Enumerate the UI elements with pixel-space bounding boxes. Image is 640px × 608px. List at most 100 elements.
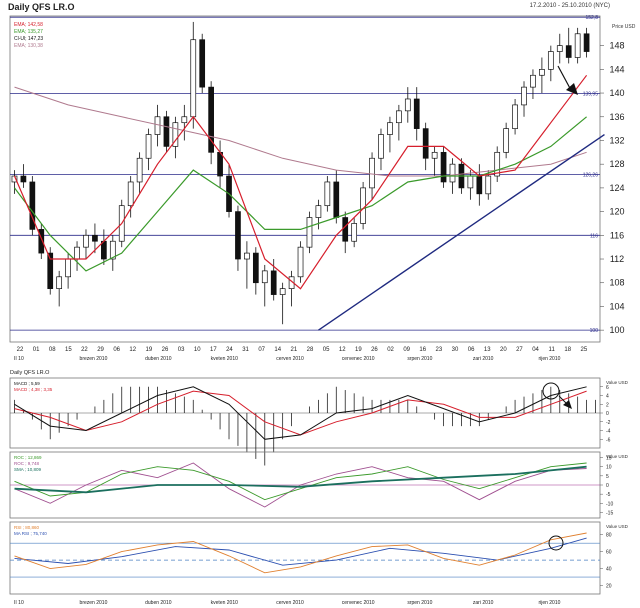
roc-ytick-label: -5 <box>606 492 611 498</box>
price-xtick-label: 14 <box>274 347 281 353</box>
candle-body <box>261 270 268 284</box>
price-xtick-label: 20 <box>500 347 507 353</box>
price-legend-entry: EMA; 142,58 <box>14 22 43 28</box>
price-xtick-label: 26 <box>162 347 169 353</box>
candle-body <box>485 175 492 195</box>
candle-body <box>190 39 197 118</box>
price-xtick-label: 26 <box>371 347 378 353</box>
rsi-line <box>14 532 587 574</box>
price-xtick-label: 04 <box>532 347 539 353</box>
rsi-ma-line <box>14 537 587 566</box>
candle-body <box>583 33 590 52</box>
price-xtick-label: 25 <box>581 347 588 353</box>
candle-body <box>404 98 411 112</box>
price-xtick-label: 06 <box>468 347 475 353</box>
macd-panel-title: Daily QFS LR.O <box>10 370 50 376</box>
price-xtick-label: 17 <box>210 347 217 353</box>
price-xtick-label: 10 <box>194 347 201 353</box>
price-xtick-label: 02 <box>387 347 394 353</box>
candle-body <box>512 104 518 129</box>
rsi-month-label: brezen 2010 <box>80 600 108 606</box>
candle-body <box>65 258 71 278</box>
candle-body <box>279 288 286 295</box>
price-xtick-label: 08 <box>49 347 56 353</box>
rsi-ytick-label: 20 <box>606 584 612 590</box>
macd-ytick-label: -6 <box>606 437 611 443</box>
roc-sma-line <box>14 465 587 494</box>
macd-ytick-label: 4 <box>606 394 609 400</box>
candle-body <box>127 181 134 207</box>
ema-green-line <box>14 116 587 272</box>
price-xtick-label: 29 <box>97 347 104 353</box>
candle-body <box>565 45 572 58</box>
ema-red-line <box>13 74 588 290</box>
candle-body <box>387 122 393 135</box>
candle-body <box>476 175 483 195</box>
price-ytick-label: 104 <box>609 301 624 311</box>
candle-body <box>20 175 27 183</box>
rsi-month-label: duben 2010 <box>145 600 172 606</box>
level-label: 126,26 <box>583 172 599 178</box>
candle-body <box>547 51 554 70</box>
macd-ytick-label: 0 <box>606 411 609 417</box>
price-xtick-label: 12 <box>129 347 136 353</box>
price-ytick-label: 136 <box>609 112 624 122</box>
chart-title: Daily QFS LR.O <box>8 2 75 12</box>
candle-body <box>297 246 304 278</box>
candle-body <box>431 151 438 159</box>
roc-legend-entry: ROC ; 9,748 <box>14 461 40 466</box>
price-month-label: cervenec 2010 <box>342 356 375 362</box>
price-xtick-label: 30 <box>452 347 459 353</box>
candle-body <box>270 270 277 295</box>
candle-body <box>315 205 322 218</box>
candle-body <box>145 134 152 159</box>
roc-pink-line <box>14 462 587 508</box>
candle-body <box>449 163 456 183</box>
price-ytick-label: 128 <box>609 159 624 169</box>
candle-body <box>38 229 45 254</box>
price-ytick-label: 144 <box>609 64 624 74</box>
rsi-ytick-label: 80 <box>606 533 612 539</box>
price-legend-entry: EMA; 135,27 <box>14 29 43 35</box>
macd-highlight-circle <box>542 382 560 400</box>
candle-body <box>136 157 143 183</box>
rsi-legend-entry: MA RSI ; 75,740 <box>14 531 47 536</box>
price-xtick-label: 06 <box>113 347 120 353</box>
rsi-ylabel: Value USD <box>606 524 629 529</box>
roc-legend-entry: ROC ; 12,869 <box>14 455 42 460</box>
rsi-legend-entry: RSI ; 80,860 <box>14 525 40 530</box>
candle-body <box>539 68 545 76</box>
candle-body <box>217 151 223 177</box>
price-ytick-label: 148 <box>609 41 624 51</box>
price-month-label: cerven 2010 <box>276 356 304 362</box>
price-month-label: II 10 <box>14 356 24 362</box>
candle-body <box>306 217 313 248</box>
rsi-month-label: rijen 2010 <box>538 600 560 606</box>
candle-body <box>244 252 250 260</box>
roc-ytick-label: 10 <box>606 465 612 471</box>
rsi-frame <box>9 521 601 595</box>
roc-ytick-label: -15 <box>606 511 613 517</box>
trendline <box>318 133 605 331</box>
price-xtick-label: 12 <box>339 347 346 353</box>
candle-body <box>199 39 206 88</box>
price-month-label: kveten 2010 <box>211 356 238 362</box>
roc-ytick-label: 15 <box>606 456 612 462</box>
price-ytick-label: 120 <box>609 207 624 217</box>
price-ytick-label: 108 <box>609 278 624 288</box>
candle-body <box>360 187 366 224</box>
macd-legend-entry: MACD ; 4,38 ; 3,35 <box>14 387 53 392</box>
rsi-highlight-circle <box>548 535 564 551</box>
price-ytick-label: 112 <box>610 254 624 264</box>
macd-ylabel: Value USD <box>606 380 629 385</box>
rsi-month-label: II 10 <box>14 600 24 606</box>
price-xtick-label: 01 <box>33 347 40 353</box>
candle-body <box>109 240 116 260</box>
candle-body <box>503 128 509 153</box>
price-ytick-label: 100 <box>609 325 624 335</box>
price-xtick-label: 19 <box>146 347 153 353</box>
price-xtick-label: 05 <box>323 347 330 353</box>
price-xtick-label: 16 <box>419 347 426 353</box>
macd-arrowhead <box>563 400 572 409</box>
